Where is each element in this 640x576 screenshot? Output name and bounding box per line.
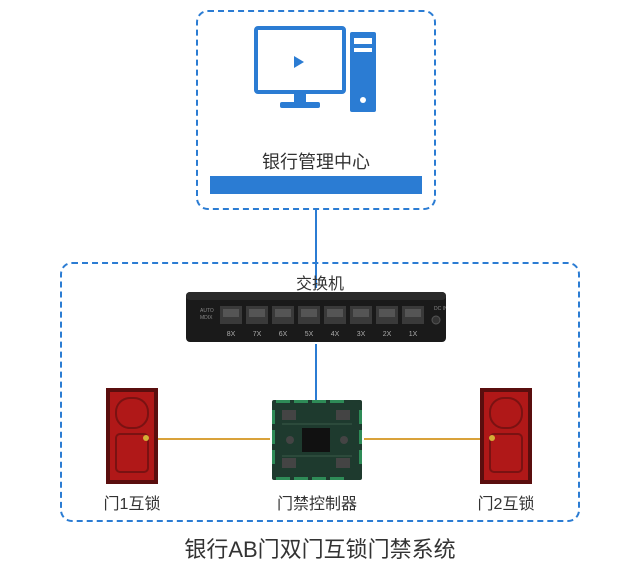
svg-text:MDIX: MDIX <box>200 315 213 321</box>
door2-label: 门2互锁 <box>470 490 542 514</box>
door1-label: 门1互锁 <box>96 490 168 514</box>
svg-text:1X: 1X <box>409 331 418 338</box>
svg-text:5X: 5X <box>305 331 314 338</box>
svg-text:DC IN: DC IN <box>434 306 446 312</box>
management-bar <box>210 176 422 194</box>
switch-label: 交换机 <box>260 270 380 294</box>
controller-label: 门禁控制器 <box>262 490 372 514</box>
svg-text:AUTO: AUTO <box>200 308 214 314</box>
computer-icon <box>250 22 380 132</box>
link-line-mid <box>315 344 317 400</box>
management-center-label: 银行管理中心 <box>196 148 436 174</box>
diagram-title: 银行AB门双门互锁门禁系统 <box>0 532 640 564</box>
switch-icon: 8X 7X 6X 5X 4X 3X 2X 1X AUTO MDIX DC IN <box>186 292 446 346</box>
controller-icon <box>272 400 362 480</box>
svg-text:7X: 7X <box>253 331 262 338</box>
svg-text:6X: 6X <box>279 331 288 338</box>
link-door1 <box>158 438 270 440</box>
door2-icon <box>480 388 532 484</box>
svg-text:8X: 8X <box>227 331 236 338</box>
door1-icon <box>106 388 158 484</box>
svg-text:4X: 4X <box>331 331 340 338</box>
link-door2 <box>364 438 480 440</box>
svg-text:3X: 3X <box>357 331 366 338</box>
svg-text:2X: 2X <box>383 331 392 338</box>
